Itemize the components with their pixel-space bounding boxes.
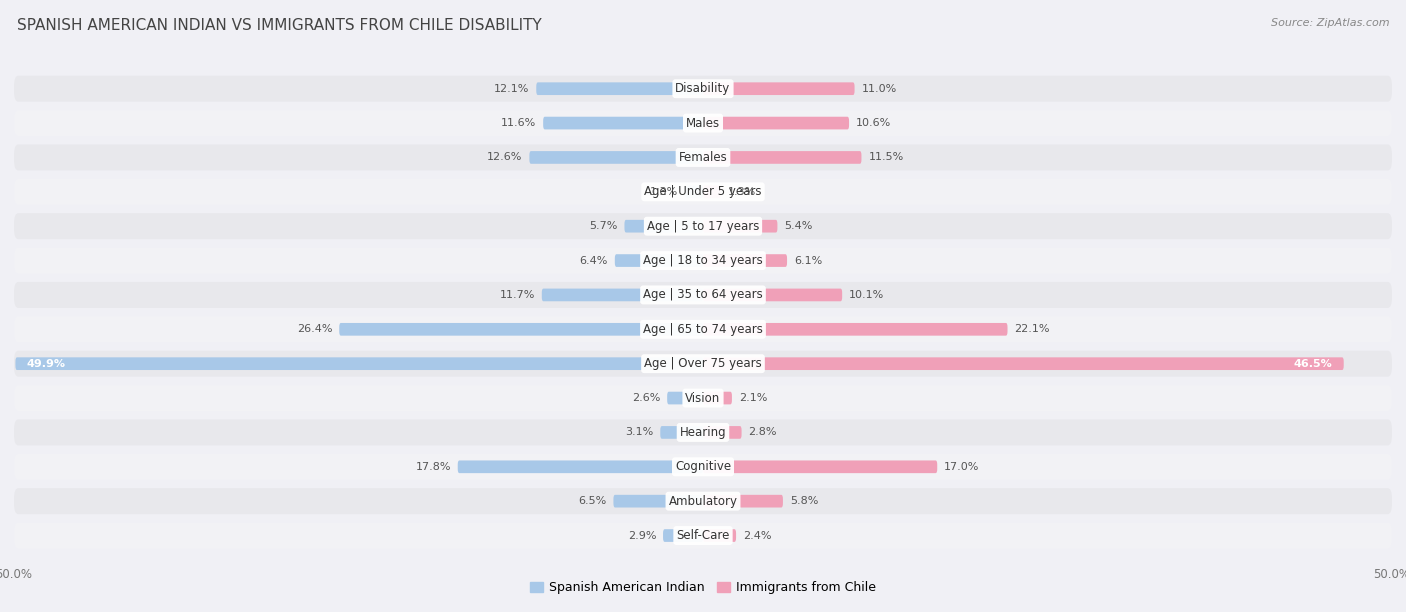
Text: Age | 18 to 34 years: Age | 18 to 34 years [643, 254, 763, 267]
Text: 11.0%: 11.0% [862, 84, 897, 94]
FancyBboxPatch shape [703, 289, 842, 301]
Text: Hearing: Hearing [679, 426, 727, 439]
Text: 5.8%: 5.8% [790, 496, 818, 506]
Text: 17.8%: 17.8% [415, 462, 451, 472]
FancyBboxPatch shape [703, 117, 849, 129]
FancyBboxPatch shape [541, 289, 703, 301]
Text: 5.7%: 5.7% [589, 221, 617, 231]
Text: 11.6%: 11.6% [501, 118, 536, 128]
FancyBboxPatch shape [14, 179, 1392, 205]
Text: 2.6%: 2.6% [631, 393, 661, 403]
Text: 2.1%: 2.1% [738, 393, 768, 403]
Text: Cognitive: Cognitive [675, 460, 731, 473]
Text: 3.1%: 3.1% [626, 427, 654, 438]
Text: 6.5%: 6.5% [578, 496, 606, 506]
Text: Age | 35 to 64 years: Age | 35 to 64 years [643, 288, 763, 302]
Text: 12.1%: 12.1% [494, 84, 530, 94]
Text: Ambulatory: Ambulatory [668, 494, 738, 508]
Text: Self-Care: Self-Care [676, 529, 730, 542]
Text: 1.3%: 1.3% [650, 187, 678, 197]
FancyBboxPatch shape [15, 357, 703, 370]
FancyBboxPatch shape [14, 316, 1392, 342]
Text: 22.1%: 22.1% [1014, 324, 1050, 334]
FancyBboxPatch shape [14, 523, 1392, 548]
FancyBboxPatch shape [703, 495, 783, 507]
FancyBboxPatch shape [14, 351, 1392, 376]
Text: 46.5%: 46.5% [1294, 359, 1333, 368]
FancyBboxPatch shape [14, 488, 1392, 514]
Text: 2.4%: 2.4% [742, 531, 772, 540]
FancyBboxPatch shape [14, 419, 1392, 446]
Legend: Spanish American Indian, Immigrants from Chile: Spanish American Indian, Immigrants from… [526, 577, 880, 599]
FancyBboxPatch shape [458, 460, 703, 473]
FancyBboxPatch shape [613, 495, 703, 507]
FancyBboxPatch shape [14, 282, 1392, 308]
Text: Vision: Vision [685, 392, 721, 405]
Text: 6.1%: 6.1% [794, 256, 823, 266]
Text: 6.4%: 6.4% [579, 256, 607, 266]
FancyBboxPatch shape [703, 529, 737, 542]
Text: 5.4%: 5.4% [785, 221, 813, 231]
Text: SPANISH AMERICAN INDIAN VS IMMIGRANTS FROM CHILE DISABILITY: SPANISH AMERICAN INDIAN VS IMMIGRANTS FR… [17, 18, 541, 34]
Text: 10.6%: 10.6% [856, 118, 891, 128]
FancyBboxPatch shape [14, 76, 1392, 102]
FancyBboxPatch shape [14, 110, 1392, 136]
FancyBboxPatch shape [703, 426, 741, 439]
FancyBboxPatch shape [685, 185, 703, 198]
Text: Females: Females [679, 151, 727, 164]
Text: 26.4%: 26.4% [297, 324, 332, 334]
Text: Age | Over 75 years: Age | Over 75 years [644, 357, 762, 370]
Text: Age | Under 5 years: Age | Under 5 years [644, 185, 762, 198]
FancyBboxPatch shape [703, 460, 938, 473]
FancyBboxPatch shape [703, 220, 778, 233]
FancyBboxPatch shape [339, 323, 703, 335]
FancyBboxPatch shape [614, 254, 703, 267]
Text: 12.6%: 12.6% [486, 152, 523, 162]
Text: Males: Males [686, 116, 720, 130]
FancyBboxPatch shape [664, 529, 703, 542]
FancyBboxPatch shape [14, 248, 1392, 274]
Text: 49.9%: 49.9% [27, 359, 66, 368]
FancyBboxPatch shape [536, 83, 703, 95]
Text: 10.1%: 10.1% [849, 290, 884, 300]
FancyBboxPatch shape [703, 151, 862, 164]
FancyBboxPatch shape [703, 83, 855, 95]
Text: 17.0%: 17.0% [945, 462, 980, 472]
FancyBboxPatch shape [14, 144, 1392, 170]
Text: Source: ZipAtlas.com: Source: ZipAtlas.com [1271, 18, 1389, 28]
Text: 1.3%: 1.3% [728, 187, 756, 197]
FancyBboxPatch shape [703, 323, 1008, 335]
FancyBboxPatch shape [668, 392, 703, 405]
Text: 11.5%: 11.5% [869, 152, 904, 162]
FancyBboxPatch shape [543, 117, 703, 129]
FancyBboxPatch shape [703, 254, 787, 267]
FancyBboxPatch shape [530, 151, 703, 164]
FancyBboxPatch shape [703, 185, 721, 198]
Text: Age | 65 to 74 years: Age | 65 to 74 years [643, 323, 763, 336]
Text: 2.9%: 2.9% [627, 531, 657, 540]
Text: Age | 5 to 17 years: Age | 5 to 17 years [647, 220, 759, 233]
FancyBboxPatch shape [14, 385, 1392, 411]
FancyBboxPatch shape [14, 213, 1392, 239]
FancyBboxPatch shape [661, 426, 703, 439]
FancyBboxPatch shape [703, 357, 1344, 370]
Text: 2.8%: 2.8% [748, 427, 778, 438]
Text: 11.7%: 11.7% [499, 290, 534, 300]
Text: Disability: Disability [675, 82, 731, 95]
FancyBboxPatch shape [624, 220, 703, 233]
FancyBboxPatch shape [14, 454, 1392, 480]
FancyBboxPatch shape [703, 392, 733, 405]
